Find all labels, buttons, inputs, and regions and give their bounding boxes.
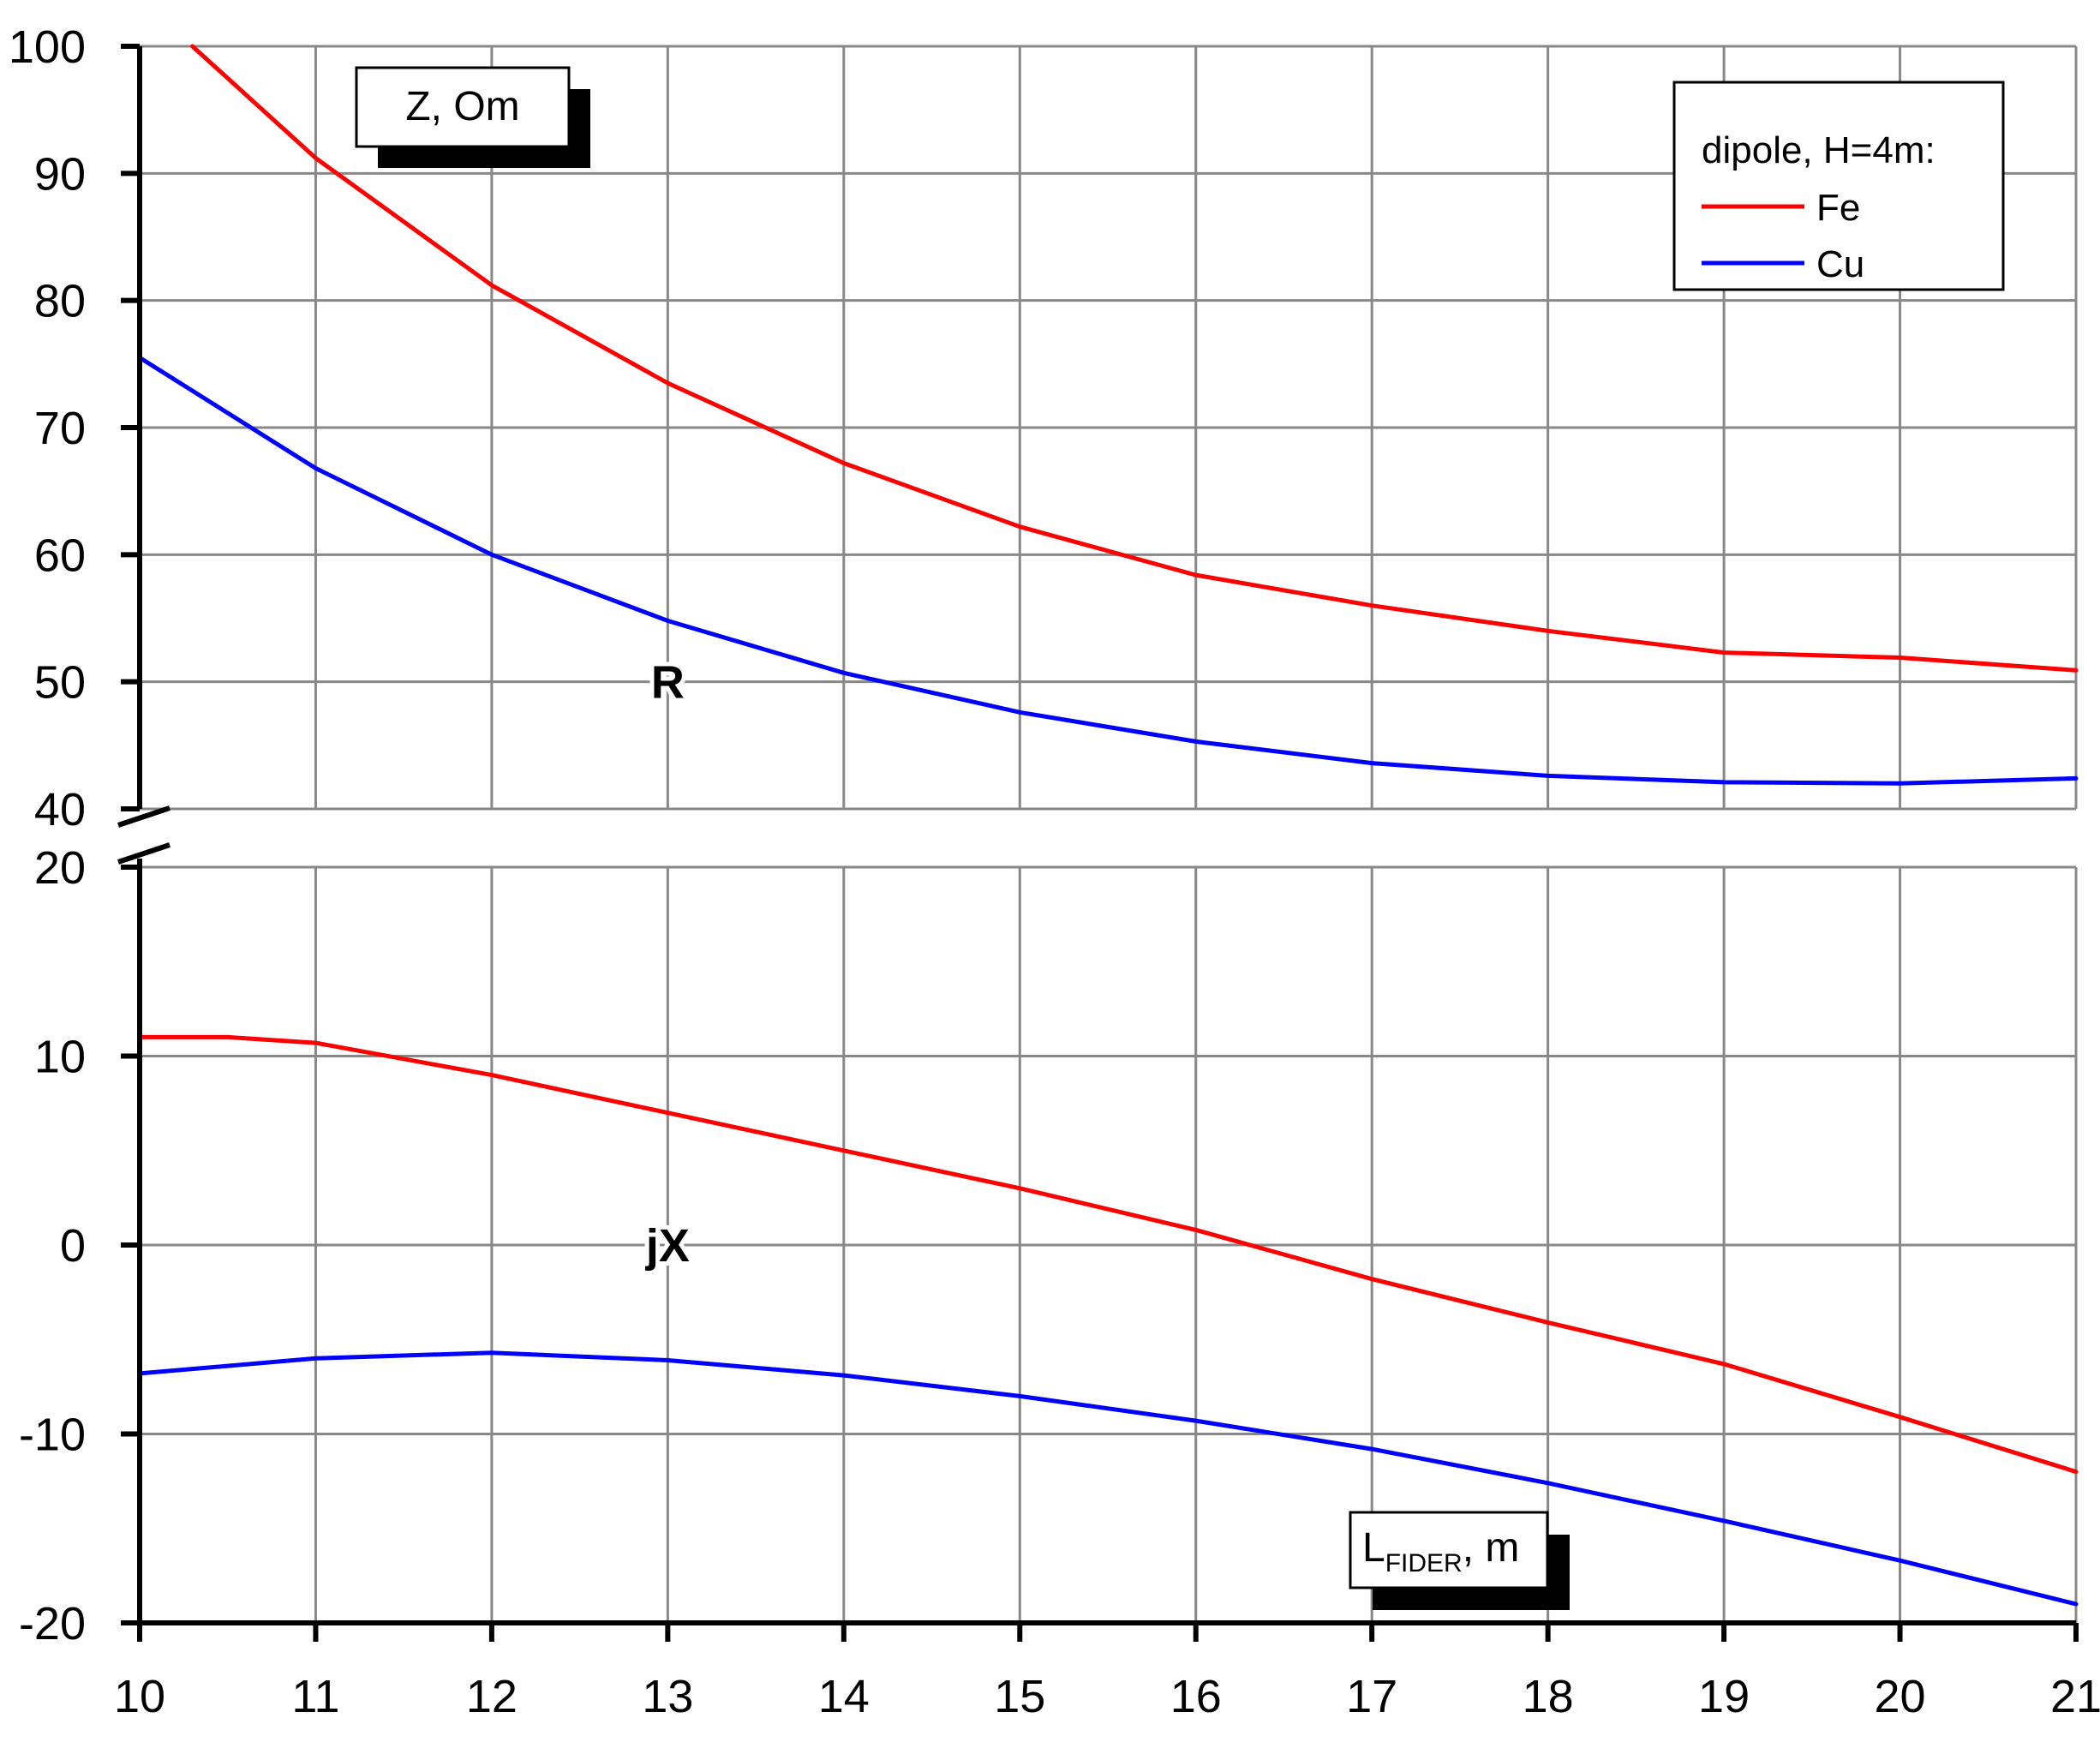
legend-title: dipole, H=4m:: [1702, 129, 1935, 171]
y-tick-label: 80: [34, 276, 86, 327]
y-tick-label: 0: [60, 1220, 86, 1272]
x-axis-label-main: L: [1362, 1525, 1385, 1571]
y-tick-label: 10: [34, 1032, 86, 1083]
y-tick-label: -10: [19, 1410, 86, 1461]
axis-break-mark: [117, 842, 171, 865]
legend-label-cu: Cu: [1816, 243, 1864, 285]
y-axis-label: Z, Om: [405, 84, 519, 129]
x-tick-label: 15: [994, 1671, 1045, 1722]
x-tick-label: 14: [818, 1671, 870, 1722]
x-axis-label: LFIDER, m: [1362, 1525, 1519, 1577]
legend-label-fe: Fe: [1816, 187, 1860, 229]
x-tick-label: 12: [466, 1671, 518, 1722]
axis-break-mark: [117, 805, 171, 828]
ylabel-box: [355, 66, 571, 148]
series-line-fe-upper: [190, 44, 2079, 673]
series-layer: [137, 44, 2079, 1607]
x-tick-label: 20: [1875, 1671, 1926, 1722]
x-tick-label: 21: [2050, 1671, 2100, 1722]
annotation-jx: jX: [645, 1220, 690, 1272]
y-tick-label: 60: [34, 530, 86, 581]
y-tick-label: 50: [34, 657, 86, 709]
y-tick-label: 100: [9, 21, 86, 73]
y-tick-label: 40: [34, 784, 86, 835]
xlabel-box: [1349, 1511, 1549, 1589]
series-line-fe-lower: [137, 1034, 2079, 1475]
legend-box: [1672, 81, 2005, 291]
axis-label-boxes: Z, Om LFIDER, m: [355, 66, 1570, 1610]
y-tick-label: -20: [19, 1598, 86, 1649]
x-axis-label-rest: , m: [1463, 1525, 1520, 1571]
y-tick-label: 70: [34, 403, 86, 454]
x-tick-label: 13: [642, 1671, 693, 1722]
x-tick-label: 10: [114, 1671, 165, 1722]
y-tick-label: 90: [34, 148, 86, 200]
x-tick-label: 19: [1698, 1671, 1750, 1722]
x-tick-label: 18: [1523, 1671, 1574, 1722]
series-line-cu-upper: [137, 355, 2079, 786]
annotation-r: R: [651, 657, 685, 709]
x-tick-label: 17: [1346, 1671, 1397, 1722]
legend: dipole, H=4m: Fe Cu: [1672, 81, 2005, 291]
grid: [140, 45, 2078, 1623]
x-tick-label: 16: [1170, 1671, 1222, 1722]
series-line-cu-lower: [137, 1350, 2079, 1607]
x-tick-label: 11: [291, 1671, 339, 1722]
annotations: RjX: [641, 653, 694, 1276]
y-tick-label: 20: [34, 842, 86, 894]
x-axis-label-sub: FIDER: [1385, 1549, 1463, 1577]
axes: 10 11 12 13 14 15 16 17 18 19 20 21405060708090100-…: [9, 21, 2100, 1722]
